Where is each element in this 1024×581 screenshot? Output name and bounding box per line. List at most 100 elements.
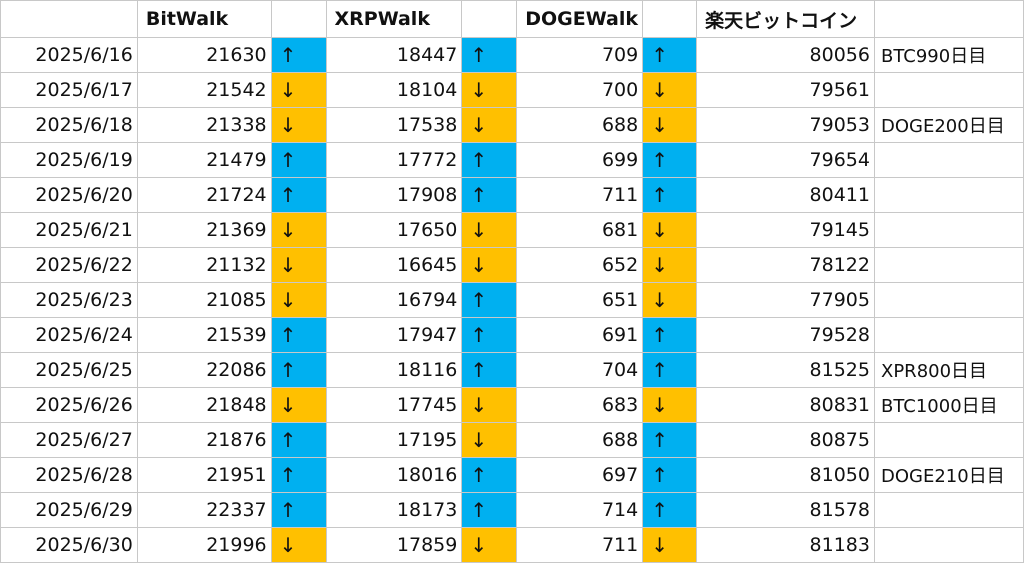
dogewalk-trend-cell[interactable]: ↓ [642, 212, 698, 248]
bitwalk-value-cell[interactable]: 22337 [136, 492, 272, 528]
dogewalk-trend-cell[interactable]: ↑ [642, 142, 698, 178]
bitwalk-value-cell[interactable]: 21479 [136, 142, 272, 178]
xrpwalk-value-cell[interactable]: 18447 [325, 37, 463, 73]
bitwalk-trend-cell[interactable]: ↓ [270, 107, 327, 143]
header-cell-date[interactable] [0, 0, 138, 38]
xrpwalk-trend-cell[interactable]: ↓ [461, 212, 518, 248]
date-cell[interactable]: 2025/6/17 [0, 72, 138, 108]
date-cell[interactable]: 2025/6/24 [0, 317, 138, 353]
dogewalk-trend-cell[interactable]: ↑ [642, 492, 698, 528]
bitwalk-value-cell[interactable]: 22086 [136, 352, 272, 388]
dogewalk-trend-cell[interactable]: ↓ [642, 72, 698, 108]
dogewalk-value-cell[interactable]: 711 [516, 177, 644, 213]
xrpwalk-trend-cell[interactable]: ↑ [461, 317, 518, 353]
dogewalk-trend-cell[interactable]: ↑ [642, 317, 698, 353]
date-cell[interactable]: 2025/6/23 [0, 282, 138, 318]
xrpwalk-trend-cell[interactable]: ↑ [461, 142, 518, 178]
date-cell[interactable]: 2025/6/20 [0, 177, 138, 213]
rakuten-value-cell[interactable]: 79561 [696, 72, 875, 108]
note-cell[interactable] [874, 142, 1024, 178]
xrpwalk-trend-cell[interactable]: ↓ [461, 387, 518, 423]
dogewalk-value-cell[interactable]: 683 [516, 387, 644, 423]
date-cell[interactable]: 2025/6/19 [0, 142, 138, 178]
note-cell[interactable]: DOGE200日目 [874, 107, 1024, 143]
xrpwalk-value-cell[interactable]: 17195 [325, 422, 463, 458]
xrpwalk-trend-cell[interactable]: ↓ [461, 247, 518, 283]
xrpwalk-trend-cell[interactable]: ↑ [461, 282, 518, 318]
bitwalk-trend-cell[interactable]: ↑ [270, 457, 327, 493]
note-cell[interactable] [874, 282, 1024, 318]
dogewalk-trend-cell[interactable]: ↓ [642, 387, 698, 423]
dogewalk-trend-cell[interactable]: ↑ [642, 37, 698, 73]
note-cell[interactable] [874, 422, 1024, 458]
header-cell-xrpwalk[interactable]: XRPWalk [325, 0, 463, 38]
bitwalk-trend-cell[interactable]: ↑ [270, 317, 327, 353]
rakuten-value-cell[interactable]: 80056 [696, 37, 875, 73]
bitwalk-value-cell[interactable]: 21951 [136, 457, 272, 493]
dogewalk-trend-cell[interactable]: ↓ [642, 107, 698, 143]
bitwalk-trend-cell[interactable]: ↓ [270, 247, 327, 283]
bitwalk-value-cell[interactable]: 21724 [136, 177, 272, 213]
date-cell[interactable]: 2025/6/29 [0, 492, 138, 528]
dogewalk-value-cell[interactable]: 691 [516, 317, 644, 353]
rakuten-value-cell[interactable]: 78122 [696, 247, 875, 283]
header-cell-note[interactable] [874, 0, 1024, 38]
dogewalk-trend-cell[interactable]: ↓ [642, 282, 698, 318]
bitwalk-trend-cell[interactable]: ↑ [270, 177, 327, 213]
date-cell[interactable]: 2025/6/30 [0, 527, 138, 563]
xrpwalk-value-cell[interactable]: 17908 [325, 177, 463, 213]
xrpwalk-value-cell[interactable]: 17859 [325, 527, 463, 563]
date-cell[interactable]: 2025/6/16 [0, 37, 138, 73]
bitwalk-trend-cell[interactable]: ↑ [270, 37, 327, 73]
xrpwalk-value-cell[interactable]: 17772 [325, 142, 463, 178]
note-cell[interactable] [874, 317, 1024, 353]
xrpwalk-value-cell[interactable]: 17947 [325, 317, 463, 353]
header-cell-dogewalk[interactable]: DOGEWalk [516, 0, 644, 38]
rakuten-value-cell[interactable]: 79053 [696, 107, 875, 143]
dogewalk-value-cell[interactable]: 709 [516, 37, 644, 73]
note-cell[interactable] [874, 72, 1024, 108]
xrpwalk-trend-cell[interactable]: ↑ [461, 457, 518, 493]
bitwalk-trend-cell[interactable]: ↑ [270, 352, 327, 388]
xrpwalk-trend-cell[interactable]: ↓ [461, 422, 518, 458]
xrpwalk-trend-cell[interactable]: ↑ [461, 177, 518, 213]
date-cell[interactable]: 2025/6/28 [0, 457, 138, 493]
dogewalk-value-cell[interactable]: 681 [516, 212, 644, 248]
xrpwalk-trend-cell[interactable]: ↓ [461, 72, 518, 108]
xrpwalk-value-cell[interactable]: 18173 [325, 492, 463, 528]
bitwalk-trend-cell[interactable]: ↓ [270, 387, 327, 423]
rakuten-value-cell[interactable]: 81525 [696, 352, 875, 388]
bitwalk-value-cell[interactable]: 21369 [136, 212, 272, 248]
date-cell[interactable]: 2025/6/18 [0, 107, 138, 143]
note-cell[interactable] [874, 177, 1024, 213]
date-cell[interactable]: 2025/6/25 [0, 352, 138, 388]
bitwalk-trend-cell[interactable]: ↓ [270, 282, 327, 318]
dogewalk-value-cell[interactable]: 711 [516, 527, 644, 563]
date-cell[interactable]: 2025/6/22 [0, 247, 138, 283]
xrpwalk-value-cell[interactable]: 17745 [325, 387, 463, 423]
header-cell-dogewalk-trend[interactable] [642, 0, 698, 38]
dogewalk-value-cell[interactable]: 699 [516, 142, 644, 178]
xrpwalk-trend-cell[interactable]: ↑ [461, 352, 518, 388]
dogewalk-value-cell[interactable]: 697 [516, 457, 644, 493]
dogewalk-trend-cell[interactable]: ↑ [642, 422, 698, 458]
rakuten-value-cell[interactable]: 80411 [696, 177, 875, 213]
xrpwalk-value-cell[interactable]: 17650 [325, 212, 463, 248]
dogewalk-value-cell[interactable]: 700 [516, 72, 644, 108]
bitwalk-value-cell[interactable]: 21132 [136, 247, 272, 283]
note-cell[interactable]: DOGE210日目 [874, 457, 1024, 493]
bitwalk-trend-cell[interactable]: ↑ [270, 142, 327, 178]
date-cell[interactable]: 2025/6/26 [0, 387, 138, 423]
xrpwalk-value-cell[interactable]: 16794 [325, 282, 463, 318]
bitwalk-trend-cell[interactable]: ↓ [270, 527, 327, 563]
xrpwalk-value-cell[interactable]: 17538 [325, 107, 463, 143]
bitwalk-value-cell[interactable]: 21876 [136, 422, 272, 458]
date-cell[interactable]: 2025/6/21 [0, 212, 138, 248]
xrpwalk-value-cell[interactable]: 18116 [325, 352, 463, 388]
note-cell[interactable]: XPR800日目 [874, 352, 1024, 388]
dogewalk-trend-cell[interactable]: ↑ [642, 457, 698, 493]
xrpwalk-trend-cell[interactable]: ↓ [461, 527, 518, 563]
xrpwalk-value-cell[interactable]: 18016 [325, 457, 463, 493]
rakuten-value-cell[interactable]: 79145 [696, 212, 875, 248]
header-cell-xrpwalk-trend[interactable] [461, 0, 518, 38]
